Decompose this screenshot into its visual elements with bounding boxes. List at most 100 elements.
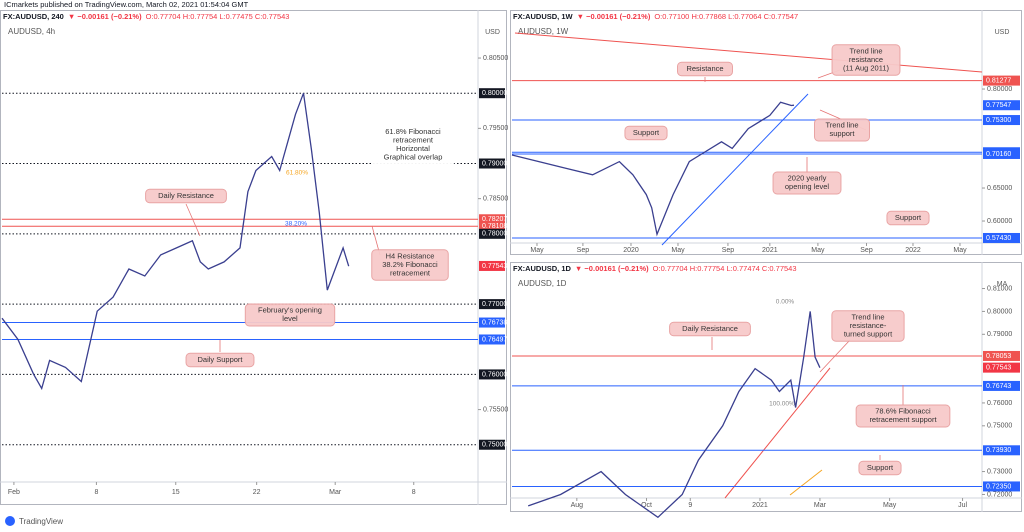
chart-subtitle: AUDUSD, 1W	[518, 27, 569, 36]
callout-text: Trend line	[825, 121, 858, 130]
price-tag	[479, 88, 505, 99]
x-tick-label: Feb	[8, 489, 20, 496]
symbol: FX:AUDUSD, 240	[3, 12, 64, 21]
price-tag	[479, 158, 505, 169]
price-tag	[983, 148, 1020, 159]
published-line: ICmarkets published on TradingView.com, …	[4, 0, 249, 9]
callout-box	[185, 352, 255, 368]
callout-box	[858, 460, 902, 476]
price-tag-label: 0.79000	[482, 160, 507, 167]
callout-box	[831, 310, 905, 342]
callout-text: Graphical overlap	[384, 153, 443, 162]
callout-text: Horizontal	[396, 144, 430, 153]
callout-text: Daily Resistance	[682, 324, 738, 333]
currency-label: USD	[995, 29, 1010, 36]
callout-text: 2020 yearly	[788, 174, 827, 183]
callout-box	[855, 404, 951, 428]
x-tick-label: Sep	[722, 247, 735, 254]
trend-line	[724, 367, 831, 499]
panel	[510, 10, 1022, 255]
y-tick-label: 0.79500	[483, 125, 508, 132]
callout-text: Resistance	[686, 64, 723, 73]
price-tag-label: 0.77543	[986, 364, 1011, 371]
price-tag	[479, 221, 505, 232]
callout-text: resistance	[849, 55, 883, 64]
y-tick-label: 0.65000	[987, 185, 1012, 192]
price-tag-label: 0.78053	[986, 353, 1011, 360]
callout-box	[677, 61, 733, 77]
panel	[510, 262, 1022, 512]
chart-header: FX:AUDUSD, 240 ▼ −0.00161 (−0.21%) O:0.777…	[3, 12, 289, 21]
x-tick-label: May	[530, 247, 544, 254]
price-tag	[983, 100, 1020, 111]
price-tag-label: 0.76497	[482, 336, 507, 343]
price-tag	[983, 380, 1020, 391]
symbol: FX:AUDUSD, 1W	[513, 12, 574, 21]
x-tick-label: Aug	[571, 502, 584, 509]
change: ▼ −0.00161 (−0.21%)	[575, 264, 649, 273]
x-tick-label: 8	[94, 489, 98, 496]
price-tag	[983, 481, 1020, 492]
x-tick-label: May	[671, 247, 685, 254]
callout-box	[244, 303, 336, 327]
price-tag-label: 0.81277	[986, 77, 1011, 84]
x-tick-label: Jul	[958, 502, 967, 509]
price-tag-label: 0.78108	[482, 223, 507, 230]
callout-text: level	[282, 314, 298, 323]
price-tag-label: 0.78207	[482, 216, 507, 223]
x-tick-label: Oct	[641, 502, 652, 509]
callout-text: retracement support	[869, 415, 937, 424]
price-tag	[479, 214, 505, 225]
price-tag-label: 0.75000	[482, 442, 507, 449]
callout-box	[370, 125, 456, 165]
price-line	[511, 101, 795, 237]
y-tick-label: 0.80000	[987, 308, 1012, 315]
price-tag-label: 0.76000	[482, 371, 507, 378]
logo	[5, 516, 15, 526]
price-tag	[479, 369, 505, 380]
y-tick-label: 0.75500	[483, 406, 508, 413]
callout-box	[371, 249, 449, 281]
price-tag-label: 0.72350	[986, 483, 1011, 490]
callout-text: Trend line	[851, 312, 884, 321]
ohlc: O:0.77100 H:0.77868 L:0.77064 C:0.77547	[654, 12, 798, 21]
callout-text: 61.8% Fibonacci	[385, 127, 441, 136]
callout-text: support	[829, 129, 855, 138]
price-tag-label: 0.78000	[482, 231, 507, 238]
symbol: FX:AUDUSD, 1D	[513, 264, 572, 273]
trend-line	[514, 32, 983, 73]
price-tag-label: 0.77000	[482, 301, 507, 308]
callout-text: retracement	[390, 268, 431, 277]
y-tick-label: 0.79000	[987, 331, 1012, 338]
price-tag	[479, 228, 505, 239]
price-tag	[479, 439, 505, 450]
callout-box	[145, 188, 227, 204]
price-tag-label: 0.75300	[986, 117, 1011, 124]
ohlc: O:0.77704 H:0.77754 L:0.77474 C:0.77543	[653, 264, 797, 273]
callout-text: Daily Support	[197, 355, 243, 364]
callout-box	[624, 125, 668, 141]
price-tag-label: 0.70160	[986, 151, 1011, 158]
callout-box	[831, 44, 901, 76]
x-tick-label: Sep	[577, 247, 590, 254]
x-tick-label: 2021	[762, 247, 778, 254]
callout-box	[886, 210, 930, 226]
y-tick-label: 0.72000	[987, 491, 1012, 498]
callout-text: 78.6% Fibonacci	[875, 407, 931, 416]
y-tick-label: 0.73000	[987, 468, 1012, 475]
change: ▼ −0.00161 (−0.21%)	[577, 12, 651, 21]
y-tick-label: 0.80500	[483, 55, 508, 62]
y-tick-label: 0.76000	[987, 400, 1012, 407]
callout-arrow	[185, 203, 201, 237]
price-tag-label: 0.76743	[986, 383, 1011, 390]
x-tick-label: 2021	[752, 502, 768, 509]
price-tag-label: 0.57430	[986, 235, 1011, 242]
x-tick-label: May	[811, 247, 825, 254]
change: ▼ −0.00161 (−0.21%)	[68, 12, 142, 21]
ohlc: O:0.77704 H:0.77754 L:0.77475 C:0.77543	[146, 12, 290, 21]
price-line	[527, 311, 821, 519]
x-tick-label: Sep	[860, 247, 873, 254]
y-tick-label: 0.81000	[987, 285, 1012, 292]
currency-label: MA	[997, 281, 1008, 288]
